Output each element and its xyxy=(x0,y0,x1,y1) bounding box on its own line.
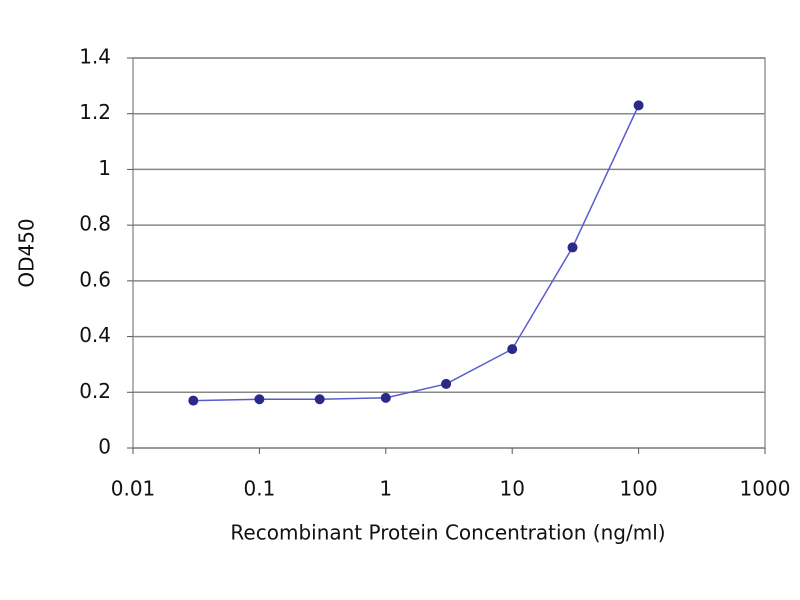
x-tick-label: 1 xyxy=(379,477,392,501)
data-point xyxy=(441,378,452,389)
x-axis-title: Recombinant Protein Concentration (ng/ml… xyxy=(230,521,665,545)
y-tick-label: 1 xyxy=(98,156,111,180)
y-tick-label: 0.4 xyxy=(79,323,111,347)
y-axis-title: OD450 xyxy=(15,218,39,287)
y-tick-label: 0.6 xyxy=(79,267,111,291)
x-tick-label: 10 xyxy=(499,477,524,501)
y-tick-label: 0.2 xyxy=(79,379,111,403)
data-point xyxy=(567,242,578,253)
data-point xyxy=(314,394,325,405)
y-tick-label: 0.8 xyxy=(79,212,111,236)
x-tick-label: 1000 xyxy=(740,477,791,501)
y-tick-label: 1.4 xyxy=(79,45,111,69)
y-tick-label: 1.2 xyxy=(79,100,111,124)
x-tick-label: 0.01 xyxy=(111,477,156,501)
plot-area xyxy=(132,57,766,449)
x-tick-label: 100 xyxy=(620,477,658,501)
data-point xyxy=(254,394,265,405)
data-point xyxy=(188,395,199,406)
data-point xyxy=(507,344,518,355)
data-point xyxy=(380,392,391,403)
y-tick-label: 0 xyxy=(98,435,111,459)
series-line xyxy=(193,105,640,402)
x-tick-label: 0.1 xyxy=(243,477,275,501)
data-point xyxy=(633,100,644,111)
